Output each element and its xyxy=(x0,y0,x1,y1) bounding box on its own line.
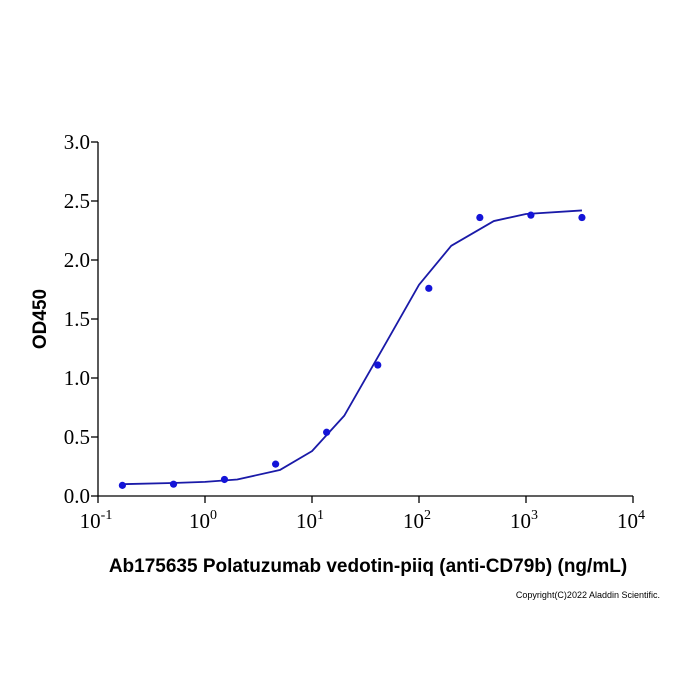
copyright: Copyright(C)2022 Aladdin Scientific. xyxy=(516,590,660,600)
data-point xyxy=(527,211,535,219)
x-tick-label: 104 xyxy=(617,508,645,533)
data-point xyxy=(272,460,280,468)
data-point xyxy=(476,213,484,222)
data-point xyxy=(118,481,126,489)
fit-curve xyxy=(121,209,582,486)
data-point xyxy=(169,480,178,488)
x-tick-label: 101 xyxy=(296,508,324,533)
x-tick-exponent: 4 xyxy=(638,508,645,523)
y-tick-label: 1.0 xyxy=(64,366,90,390)
x-tick-base: 10 xyxy=(189,509,210,533)
y-tick-label: 2.0 xyxy=(64,248,90,272)
x-tick-label: 100 xyxy=(189,508,217,533)
data-point xyxy=(323,428,331,436)
data-point xyxy=(425,284,433,292)
x-tick-label: 102 xyxy=(403,508,431,533)
x-tick-base: 10 xyxy=(296,509,317,533)
data-point xyxy=(374,361,382,369)
y-tick-label: 0.5 xyxy=(64,425,90,449)
y-tick-label: 0.0 xyxy=(64,484,90,508)
x-tick-base: 10 xyxy=(403,509,424,533)
y-axis-label: OD450 xyxy=(30,289,51,349)
data-point xyxy=(220,475,229,484)
data-point xyxy=(578,213,586,222)
x-tick-base: 10 xyxy=(617,509,638,533)
x-tick-exponent: 2 xyxy=(424,508,431,523)
y-tick-label: 2.5 xyxy=(64,189,90,213)
y-tick-label: 3.0 xyxy=(64,130,90,154)
x-tick-label: 103 xyxy=(510,508,538,533)
y-tick-label: 1.5 xyxy=(64,307,90,331)
x-tick-exponent: 1 xyxy=(317,508,324,523)
x-tick-exponent: -1 xyxy=(101,508,113,523)
x-tick-exponent: 3 xyxy=(531,508,538,523)
x-tick-base: 10 xyxy=(510,509,531,533)
x-axis-label: Ab175635 Polatuzumab vedotin-piiq (anti-… xyxy=(109,556,627,577)
x-tick-label: 10-1 xyxy=(80,508,113,533)
x-tick-exponent: 0 xyxy=(210,508,217,523)
x-tick-base: 10 xyxy=(80,509,101,533)
